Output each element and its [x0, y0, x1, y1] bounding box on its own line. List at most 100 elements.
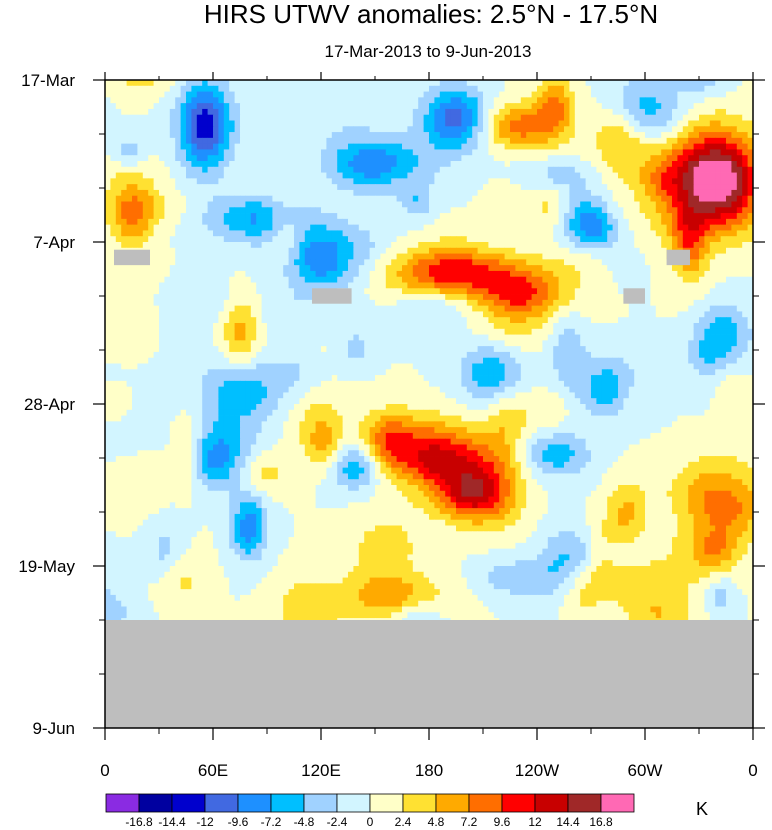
field-cell: [358, 311, 365, 318]
field-cell: [472, 161, 478, 168]
field-cell: [574, 80, 581, 87]
field-cell: [267, 97, 273, 104]
field-cell: [574, 103, 581, 110]
field-cell: [169, 236, 176, 243]
field-cell: [126, 132, 133, 139]
field-cell: [450, 132, 457, 139]
field-cell: [364, 253, 370, 260]
field-cell: [223, 137, 230, 145]
field-cell: [202, 288, 208, 295]
field-cell: [704, 282, 711, 289]
field-cell: [364, 218, 370, 226]
field-cell: [591, 288, 597, 295]
field-cell: [159, 85, 165, 92]
field-cell: [650, 132, 657, 139]
field-cell: [720, 132, 727, 139]
field-cell: [466, 97, 473, 104]
field-cell: [574, 126, 581, 133]
field-cell: [315, 149, 322, 156]
field-cell: [391, 253, 397, 260]
field-cell: [429, 224, 435, 231]
field-cell: [396, 137, 403, 145]
field-cell: [439, 161, 446, 168]
field-cell: [553, 195, 559, 202]
field-cell: [542, 276, 549, 283]
field-cell: [736, 288, 743, 295]
field-cell: [601, 91, 608, 98]
field-cell: [569, 230, 576, 237]
field-cell: [499, 201, 505, 208]
field-cell: [537, 270, 543, 278]
field-cell: [331, 103, 338, 110]
field-cell: [510, 218, 516, 226]
field-cell: [742, 224, 748, 231]
field-cell: [655, 161, 662, 168]
field-cell: [272, 259, 279, 266]
field-cell: [456, 230, 462, 237]
field-cell: [277, 236, 284, 243]
field-cell: [240, 80, 246, 87]
field-cell: [364, 114, 370, 121]
field-cell: [645, 166, 651, 173]
field-cell: [434, 218, 441, 226]
field-cell: [612, 91, 619, 98]
field-cell: [429, 201, 435, 208]
field-cell: [682, 108, 689, 116]
field-cell: [283, 317, 289, 324]
field-cell: [326, 242, 333, 249]
field-cell: [218, 282, 225, 289]
field-cell: [645, 282, 651, 289]
field-cell: [159, 195, 165, 202]
field-cell: [418, 132, 424, 139]
field-cell: [369, 259, 376, 266]
field-cell: [569, 178, 576, 185]
field-cell: [115, 276, 122, 283]
field-cell: [169, 85, 176, 92]
field-cell: [558, 161, 565, 168]
field-cell: [531, 236, 538, 243]
field-cell: [423, 126, 430, 133]
field-cell: [553, 178, 559, 185]
field-cell: [402, 317, 408, 324]
field-cell: [321, 247, 327, 254]
field-cell: [364, 270, 370, 278]
field-cell: [429, 103, 435, 110]
field-cell: [574, 91, 581, 98]
field-cell: [385, 299, 392, 307]
field-cell: [213, 299, 219, 307]
field-cell: [169, 311, 176, 318]
field-cell: [277, 305, 284, 312]
field-cell: [207, 288, 214, 295]
field-cell: [720, 299, 727, 307]
field-cell: [126, 103, 133, 110]
field-cell: [121, 108, 127, 116]
field-cell: [105, 126, 111, 133]
field-cell: [564, 126, 570, 133]
field-cell: [569, 236, 576, 243]
field-cell: [245, 201, 252, 208]
field-cell: [342, 143, 349, 150]
field-cell: [126, 114, 133, 121]
field-cell: [499, 114, 505, 121]
field-cell: [650, 172, 657, 179]
field-cell: [272, 207, 279, 214]
field-cell: [310, 126, 316, 133]
field-cell: [628, 270, 635, 278]
field-cell: [607, 178, 613, 185]
field-cell: [650, 85, 657, 92]
field-cell: [137, 317, 144, 324]
field-cell: [137, 143, 144, 150]
field-cell: [402, 114, 408, 121]
field-cell: [137, 213, 144, 220]
field-cell: [380, 299, 387, 307]
field-cell: [213, 161, 219, 168]
field-cell: [353, 189, 360, 197]
field-cell: [639, 161, 646, 168]
field-cell: [677, 265, 684, 272]
field-cell: [261, 265, 268, 272]
field-cell: [234, 242, 241, 249]
field-cell: [650, 91, 657, 98]
field-cell: [596, 282, 603, 289]
field-cell: [477, 288, 484, 295]
field-cell: [650, 276, 657, 283]
